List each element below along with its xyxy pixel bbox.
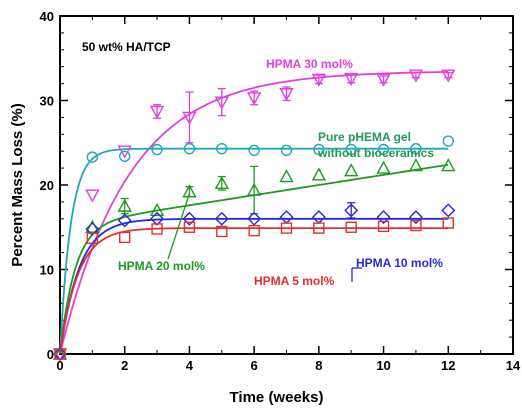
data-point-hpma10 [441, 203, 456, 218]
data-point-hpma20 [279, 169, 294, 183]
y-tick-label: 30 [40, 94, 54, 109]
data-point-hpma10 [247, 211, 262, 226]
axes: 0 2 4 6 8 10 12 14 0 10 20 30 40 Time (weeks) Percent … [9, 9, 521, 406]
data-point-hpma10 [408, 210, 423, 225]
data-point-phema [183, 142, 196, 155]
data-point-phema [248, 144, 260, 157]
data-point-hpma10 [117, 213, 132, 228]
data-point-hpma20 [117, 198, 132, 212]
data-point-phema [313, 143, 325, 156]
data-point-hpma10 [344, 203, 359, 218]
data-point-phema [280, 144, 293, 157]
annotation-hpma10: HPMA 10 mol% [356, 256, 443, 270]
data-point-hpma30 [246, 92, 262, 106]
data-point-hpma30 [441, 69, 456, 83]
series-hpma5 [54, 217, 454, 360]
data-point-phema [442, 135, 454, 147]
data-point-hpma30 [376, 73, 391, 87]
data-point-hpma10 [214, 211, 229, 226]
data-point-hpma10 [182, 211, 197, 226]
annotation-condition: 50 wt% HA/TCP [82, 40, 171, 54]
data-markers [52, 69, 456, 362]
data-point-hpma5 [248, 224, 260, 237]
data-point-hpma20 [246, 182, 262, 196]
data-point-hpma5 [86, 232, 99, 244]
data-point-hpma10 [85, 221, 100, 236]
data-point-hpma5 [313, 222, 325, 234]
annotation-hpma20: HPMA 20 mol% [118, 259, 205, 273]
fit-curve-phema [59, 147, 449, 355]
y-tick-label: 0 [47, 347, 54, 362]
data-point-hpma5 [377, 220, 390, 233]
data-point-hpma5 [119, 231, 131, 244]
data-point-hpma10 [150, 211, 165, 226]
series-hpma30 [52, 69, 456, 362]
data-point-hpma10 [279, 210, 294, 225]
y-tick-label: 40 [40, 9, 54, 24]
data-point-hpma5 [442, 217, 454, 229]
data-point-hpma20 [408, 158, 424, 172]
data-point-hpma30 [344, 72, 359, 86]
data-point-hpma20 [214, 175, 229, 190]
data-point-phema [151, 143, 163, 156]
data-point-phema [345, 143, 357, 156]
data-point-hpma10 [376, 210, 391, 225]
data-point-hpma10 [53, 347, 67, 361]
data-point-hpma30 [149, 105, 165, 119]
x-tick-label: 0 [56, 358, 63, 373]
leader-line-hpma20 [167, 193, 191, 260]
data-point-hpma5 [183, 221, 196, 233]
data-point-hpma20 [311, 167, 327, 181]
data-point-hpma20 [441, 158, 456, 172]
annotation-phema2: without bioceramics [317, 146, 434, 160]
data-point-hpma20 [182, 184, 197, 198]
data-point-hpma20 [376, 160, 391, 174]
x-axis-title: Time (weeks) [230, 389, 324, 406]
data-point-hpma30 [279, 88, 294, 102]
y-tick-label: 10 [40, 263, 54, 278]
data-point-hpma5 [216, 225, 228, 238]
data-point-phema [216, 142, 228, 155]
x-tick-label: 6 [251, 358, 258, 373]
x-tick-label: 10 [376, 358, 390, 373]
series-hpma20 [52, 158, 456, 360]
y-axis-title: Percent Mass Loss (%) [9, 103, 26, 266]
fit-curve-hpma10 [59, 217, 449, 355]
data-point-phema [410, 142, 422, 155]
x-tick-label: 12 [441, 358, 455, 373]
annotation-hpma5: HPMA 5 mol% [254, 274, 335, 288]
x-tick-label: 14 [506, 358, 521, 373]
fit-curve-hpma5 [59, 227, 449, 355]
x-tick-label: 4 [186, 358, 194, 373]
annotation-phema1: Pure pHEMA gel [318, 130, 411, 144]
data-point-phema [377, 143, 390, 156]
data-point-hpma5 [280, 222, 293, 234]
y-tick-label: 20 [40, 178, 54, 193]
fit-curve-hpma30 [59, 71, 449, 355]
data-point-hpma30 [408, 69, 424, 83]
data-point-hpma5 [345, 221, 357, 233]
annotations: 50 wt% HA/TCP HPMA 30 mol% Pure pHEMA gel w… [82, 40, 443, 288]
series-hpma10 [53, 202, 456, 361]
data-point-hpma5 [54, 348, 66, 360]
data-point-hpma20 [149, 202, 165, 217]
data-point-hpma20 [344, 163, 359, 177]
data-point-hpma30 [214, 96, 229, 110]
data-point-hpma5 [410, 219, 422, 232]
data-point-phema [86, 151, 99, 163]
data-point-hpma5 [151, 223, 163, 235]
data-point-hpma10 [311, 210, 326, 225]
annotation-hpma30: HPMA 30 mol% [266, 57, 353, 71]
data-point-hpma30 [85, 189, 100, 203]
data-point-hpma30 [182, 111, 197, 125]
x-tick-label: 2 [121, 358, 128, 373]
x-tick-label: 8 [315, 358, 322, 373]
data-point-hpma30 [311, 73, 327, 87]
data-point-phema [119, 150, 131, 162]
